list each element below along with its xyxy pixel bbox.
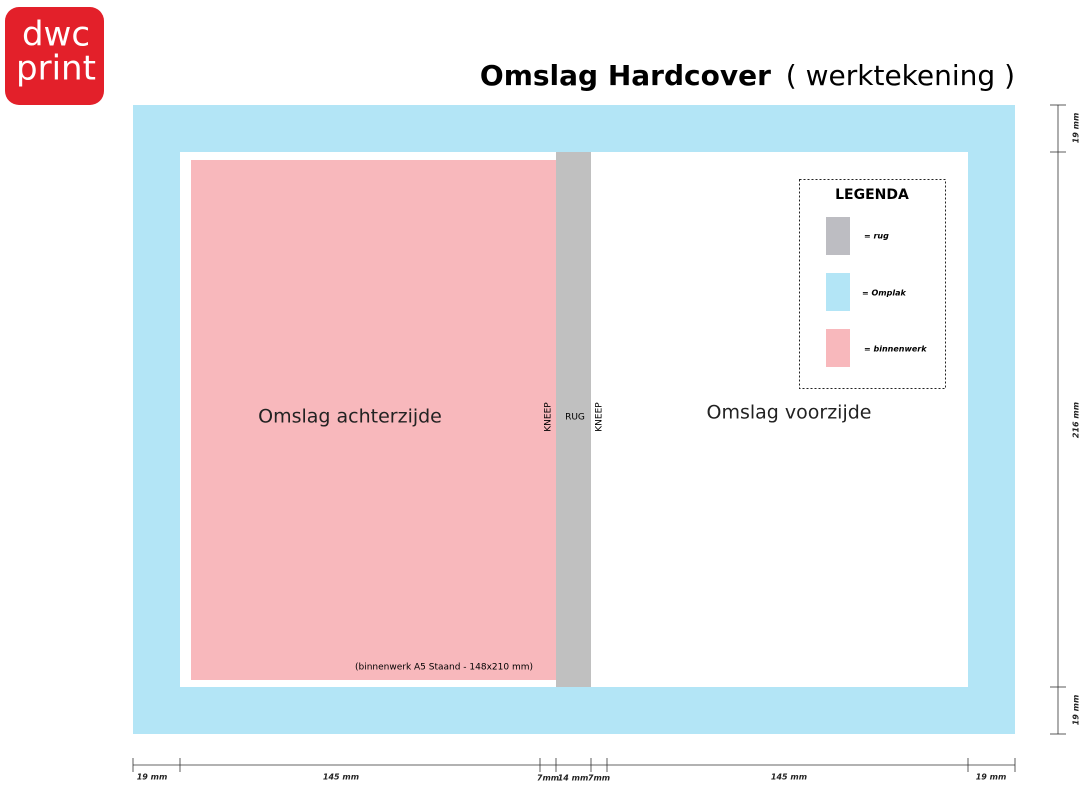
legend-swatch bbox=[826, 273, 850, 311]
logo-text: dwc bbox=[22, 15, 90, 55]
dimension-label: 19 mm bbox=[1072, 695, 1081, 726]
dimension-label: 14 mm bbox=[558, 774, 589, 783]
legend-title: LEGENDA bbox=[835, 187, 909, 203]
dimension-label: 7mm bbox=[588, 774, 610, 783]
panel-label: Omslag achterzijde bbox=[258, 406, 442, 428]
subtitle: ( werktekening ) bbox=[786, 59, 1015, 92]
hinge-label: KNEEP bbox=[595, 402, 605, 432]
spine-label: RUG bbox=[565, 413, 585, 423]
legend-label: = Omplak bbox=[862, 289, 906, 298]
legend-label: = binnenwerk bbox=[864, 345, 927, 354]
dimension-label: 7mm bbox=[537, 774, 559, 783]
panel-label: Omslag voorzijde bbox=[707, 402, 872, 424]
legend-swatch bbox=[826, 217, 850, 255]
dimension-ticks bbox=[1050, 104, 1066, 735]
legend-box bbox=[799, 179, 946, 389]
legend-label: = rug bbox=[864, 232, 889, 241]
logo-badge bbox=[5, 7, 104, 105]
dimension-label: 19 mm bbox=[137, 773, 168, 782]
dimension-label: 216 mm bbox=[1072, 402, 1081, 438]
dimension-label: 19 mm bbox=[1072, 113, 1081, 144]
note: (binnenwerk A5 Staand - 148x210 mm) bbox=[355, 663, 533, 673]
legend-swatch bbox=[826, 329, 850, 367]
dimension-label: 145 mm bbox=[771, 773, 807, 782]
dimension-ticks bbox=[132, 758, 1016, 772]
hinge-label: KNEEP bbox=[544, 402, 554, 432]
dimension-label: 19 mm bbox=[976, 773, 1007, 782]
page-title: Omslag Hardcover ( werktekening ) bbox=[480, 59, 1015, 92]
logo-text: print bbox=[16, 49, 96, 89]
dimension-label: 145 mm bbox=[323, 773, 359, 782]
title: Omslag Hardcover bbox=[480, 59, 771, 92]
binnenwerk-area bbox=[191, 160, 556, 680]
spine bbox=[556, 152, 591, 687]
